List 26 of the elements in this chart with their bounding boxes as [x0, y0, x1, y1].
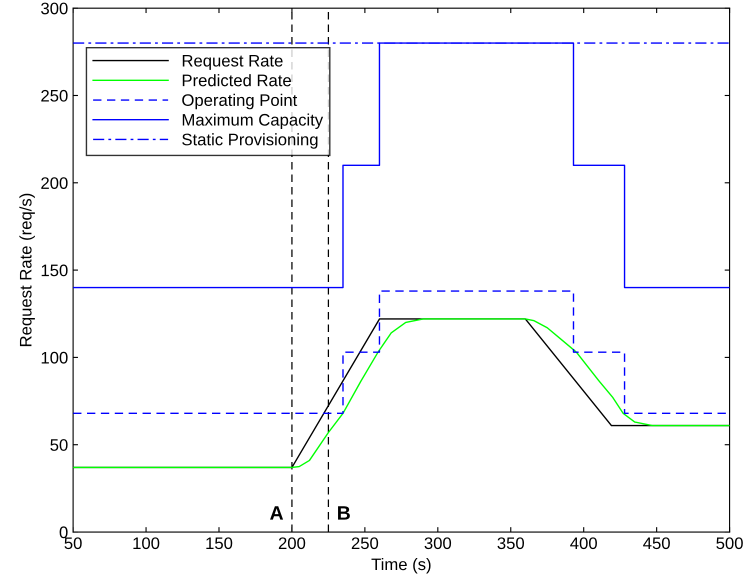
y-tick-label: 200: [41, 177, 68, 189]
x-tick-label: 300: [424, 537, 452, 550]
x-tick-label: 150: [206, 537, 232, 550]
y-tick-label: 300: [41, 2, 68, 14]
x-tick-label: 250: [352, 537, 378, 550]
x-tick-label: 50: [64, 537, 82, 550]
legend-label: Operating Point: [182, 94, 298, 110]
y-tick-label: 150: [42, 264, 68, 276]
y-tick-label: 50: [50, 439, 68, 451]
legend-label: Request Rate: [182, 54, 283, 70]
x-axis-title: Time (s): [371, 558, 431, 574]
x-tick-label: 100: [133, 537, 160, 550]
x-tick-label: 500: [716, 537, 743, 550]
legend-label: Maximum Capacity: [182, 113, 324, 130]
ref-line-label: A: [270, 506, 284, 520]
y-tick-label: 100: [42, 352, 68, 364]
legend-label: Predicted Rate: [182, 74, 291, 86]
y-tick-label: 250: [41, 90, 68, 102]
y-axis-title: Request Rate (req/s): [19, 194, 35, 346]
x-tick-label: 400: [570, 537, 597, 550]
x-tick-label: 350: [497, 537, 524, 550]
legend-label: Static Provisioning: [182, 133, 318, 149]
x-tick-label: 450: [643, 537, 670, 550]
x-tick-label: 200: [278, 537, 306, 550]
y-tick-label: 0: [60, 526, 68, 538]
ref-line-label: B: [338, 506, 350, 520]
